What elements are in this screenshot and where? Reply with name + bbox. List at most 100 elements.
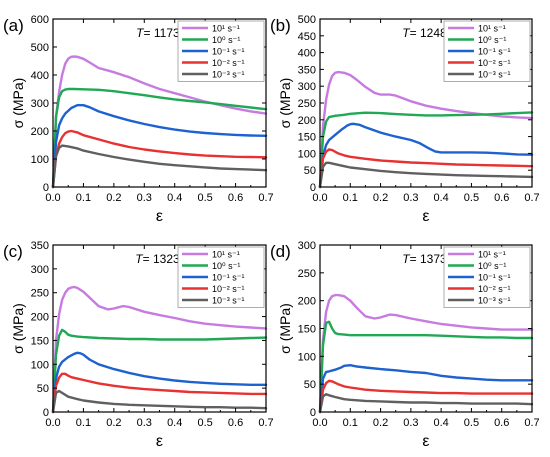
y-tick-label: 100 [31,359,49,371]
x-tick-label: 0.0 [312,192,327,204]
y-tick-label: 50 [304,379,316,391]
legend-label-4: 10⁻³ s⁻¹ [478,70,511,80]
y-tick-label: 300 [31,98,49,110]
series-line-2 [51,351,268,414]
series-line-1 [51,87,268,189]
x-tick-label: 0.1 [343,417,358,429]
y-tick-label: 100 [298,351,316,363]
x-tick-label: 0.5 [464,417,479,429]
legend-label-1: 10⁰ s⁻¹ [478,35,506,45]
x-tick-label: 0.0 [312,417,327,429]
series-line-2 [318,364,534,414]
x-tick-label: 0.2 [106,417,121,429]
legend-label-2: 10⁻¹ s⁻¹ [478,273,511,283]
legend-label-4: 10⁻³ s⁻¹ [478,296,511,306]
legend-label-0: 10¹ s⁻¹ [212,24,240,34]
legend-label-2: 10⁻¹ s⁻¹ [212,47,245,57]
legend-label-2: 10⁻¹ s⁻¹ [212,273,245,283]
series-line-4 [51,389,268,414]
y-tick-label: 100 [298,148,316,160]
x-tick-label: 0.4 [167,192,182,204]
y-tick-label: 150 [298,132,316,144]
y-tick-label: 450 [298,31,316,43]
x-tick-label: 0.2 [106,192,121,204]
panel-letter: (a) [3,16,24,35]
y-axis-label: σ (MPa) [277,303,293,354]
series-line-2 [51,103,268,189]
series-line-2 [318,122,534,189]
y-tick-label: 300 [31,264,49,276]
x-tick-label: 0.3 [403,192,418,204]
series-line-1 [318,320,534,414]
series-line-1 [318,111,534,189]
series-line-4 [318,161,534,189]
x-tick-label: 0.1 [76,192,91,204]
y-tick-label: 50 [304,165,316,177]
legend-label-4: 10⁻³ s⁻¹ [212,296,245,306]
series-line-0 [51,285,268,414]
y-tick-label: 0 [43,182,49,194]
x-tick-label: 0.3 [403,417,418,429]
x-tick-label: 0.2 [373,192,388,204]
y-tick-label: 500 [31,42,49,54]
y-tick-label: 250 [298,98,316,110]
y-tick-label: 250 [31,288,49,300]
y-tick-label: 50 [37,383,49,395]
x-tick-label: 0.6 [494,417,509,429]
x-tick-label: 0.5 [464,192,479,204]
x-tick-label: 0.4 [167,417,182,429]
y-tick-label: 600 [31,14,49,26]
x-tick-label: 0.7 [258,417,273,429]
panel-0: 0.0 0.1 0.2 0.3 0.4 0.5 0.6 0.7 0 100 200 300 400 500… [3,14,274,225]
x-tick-label: 0.7 [524,192,539,204]
legend-label-0: 10¹ s⁻¹ [478,250,506,260]
x-axis-label: ε [422,433,429,450]
series-line-4 [51,144,268,189]
x-tick-label: 0.7 [258,192,273,204]
legend-label-0: 10¹ s⁻¹ [212,250,240,260]
y-tick-label: 400 [31,70,49,82]
x-tick-label: 0.5 [197,192,212,204]
y-tick-label: 200 [298,296,316,308]
legend-label-0: 10¹ s⁻¹ [478,24,506,34]
x-axis-label: ε [422,208,429,225]
y-tick-label: 150 [298,324,316,336]
temperature-symbol: T [402,252,411,266]
panel-3: 0.0 0.1 0.2 0.3 0.4 0.5 0.6 0.7 0 50 100 150 200 250 3… [270,240,540,450]
x-tick-label: 0.1 [76,417,91,429]
y-tick-label: 0 [310,407,316,419]
x-axis-label: ε [156,433,163,450]
y-axis-label: σ (MPa) [10,303,26,354]
y-tick-label: 400 [298,48,316,60]
panel-1: 0.0 0.1 0.2 0.3 0.4 0.5 0.6 0.7 0 50 100 150 200 250 3… [270,14,540,225]
y-tick-label: 350 [298,64,316,76]
legend-label-1: 10⁰ s⁻¹ [212,35,240,45]
y-tick-label: 0 [43,407,49,419]
panel-letter: (b) [270,16,291,35]
x-tick-label: 0.6 [228,417,243,429]
x-tick-label: 0.3 [137,417,152,429]
legend-label-3: 10⁻² s⁻¹ [478,284,511,294]
y-axis-label: σ (MPa) [10,78,26,129]
legend-label-2: 10⁻¹ s⁻¹ [478,47,511,57]
legend-label-3: 10⁻² s⁻¹ [212,58,245,68]
x-tick-label: 0.0 [45,417,60,429]
y-tick-label: 300 [298,81,316,93]
x-tick-label: 0.6 [228,192,243,204]
legend-label-4: 10⁻³ s⁻¹ [212,70,245,80]
x-tick-label: 0.4 [433,192,448,204]
panel-letter: (d) [270,242,291,261]
legend-label-1: 10⁰ s⁻¹ [478,261,506,271]
y-axis-label: σ (MPa) [277,78,293,129]
x-tick-label: 0.0 [45,192,60,204]
y-tick-label: 0 [310,182,316,194]
x-tick-label: 0.4 [433,417,448,429]
legend-label-3: 10⁻² s⁻¹ [212,284,245,294]
series-line-3 [318,379,534,414]
series-line-4 [318,393,534,414]
temperature-symbol: T [135,252,144,266]
series-line-3 [318,148,534,189]
y-tick-label: 350 [31,240,49,252]
series-line-0 [318,293,534,414]
